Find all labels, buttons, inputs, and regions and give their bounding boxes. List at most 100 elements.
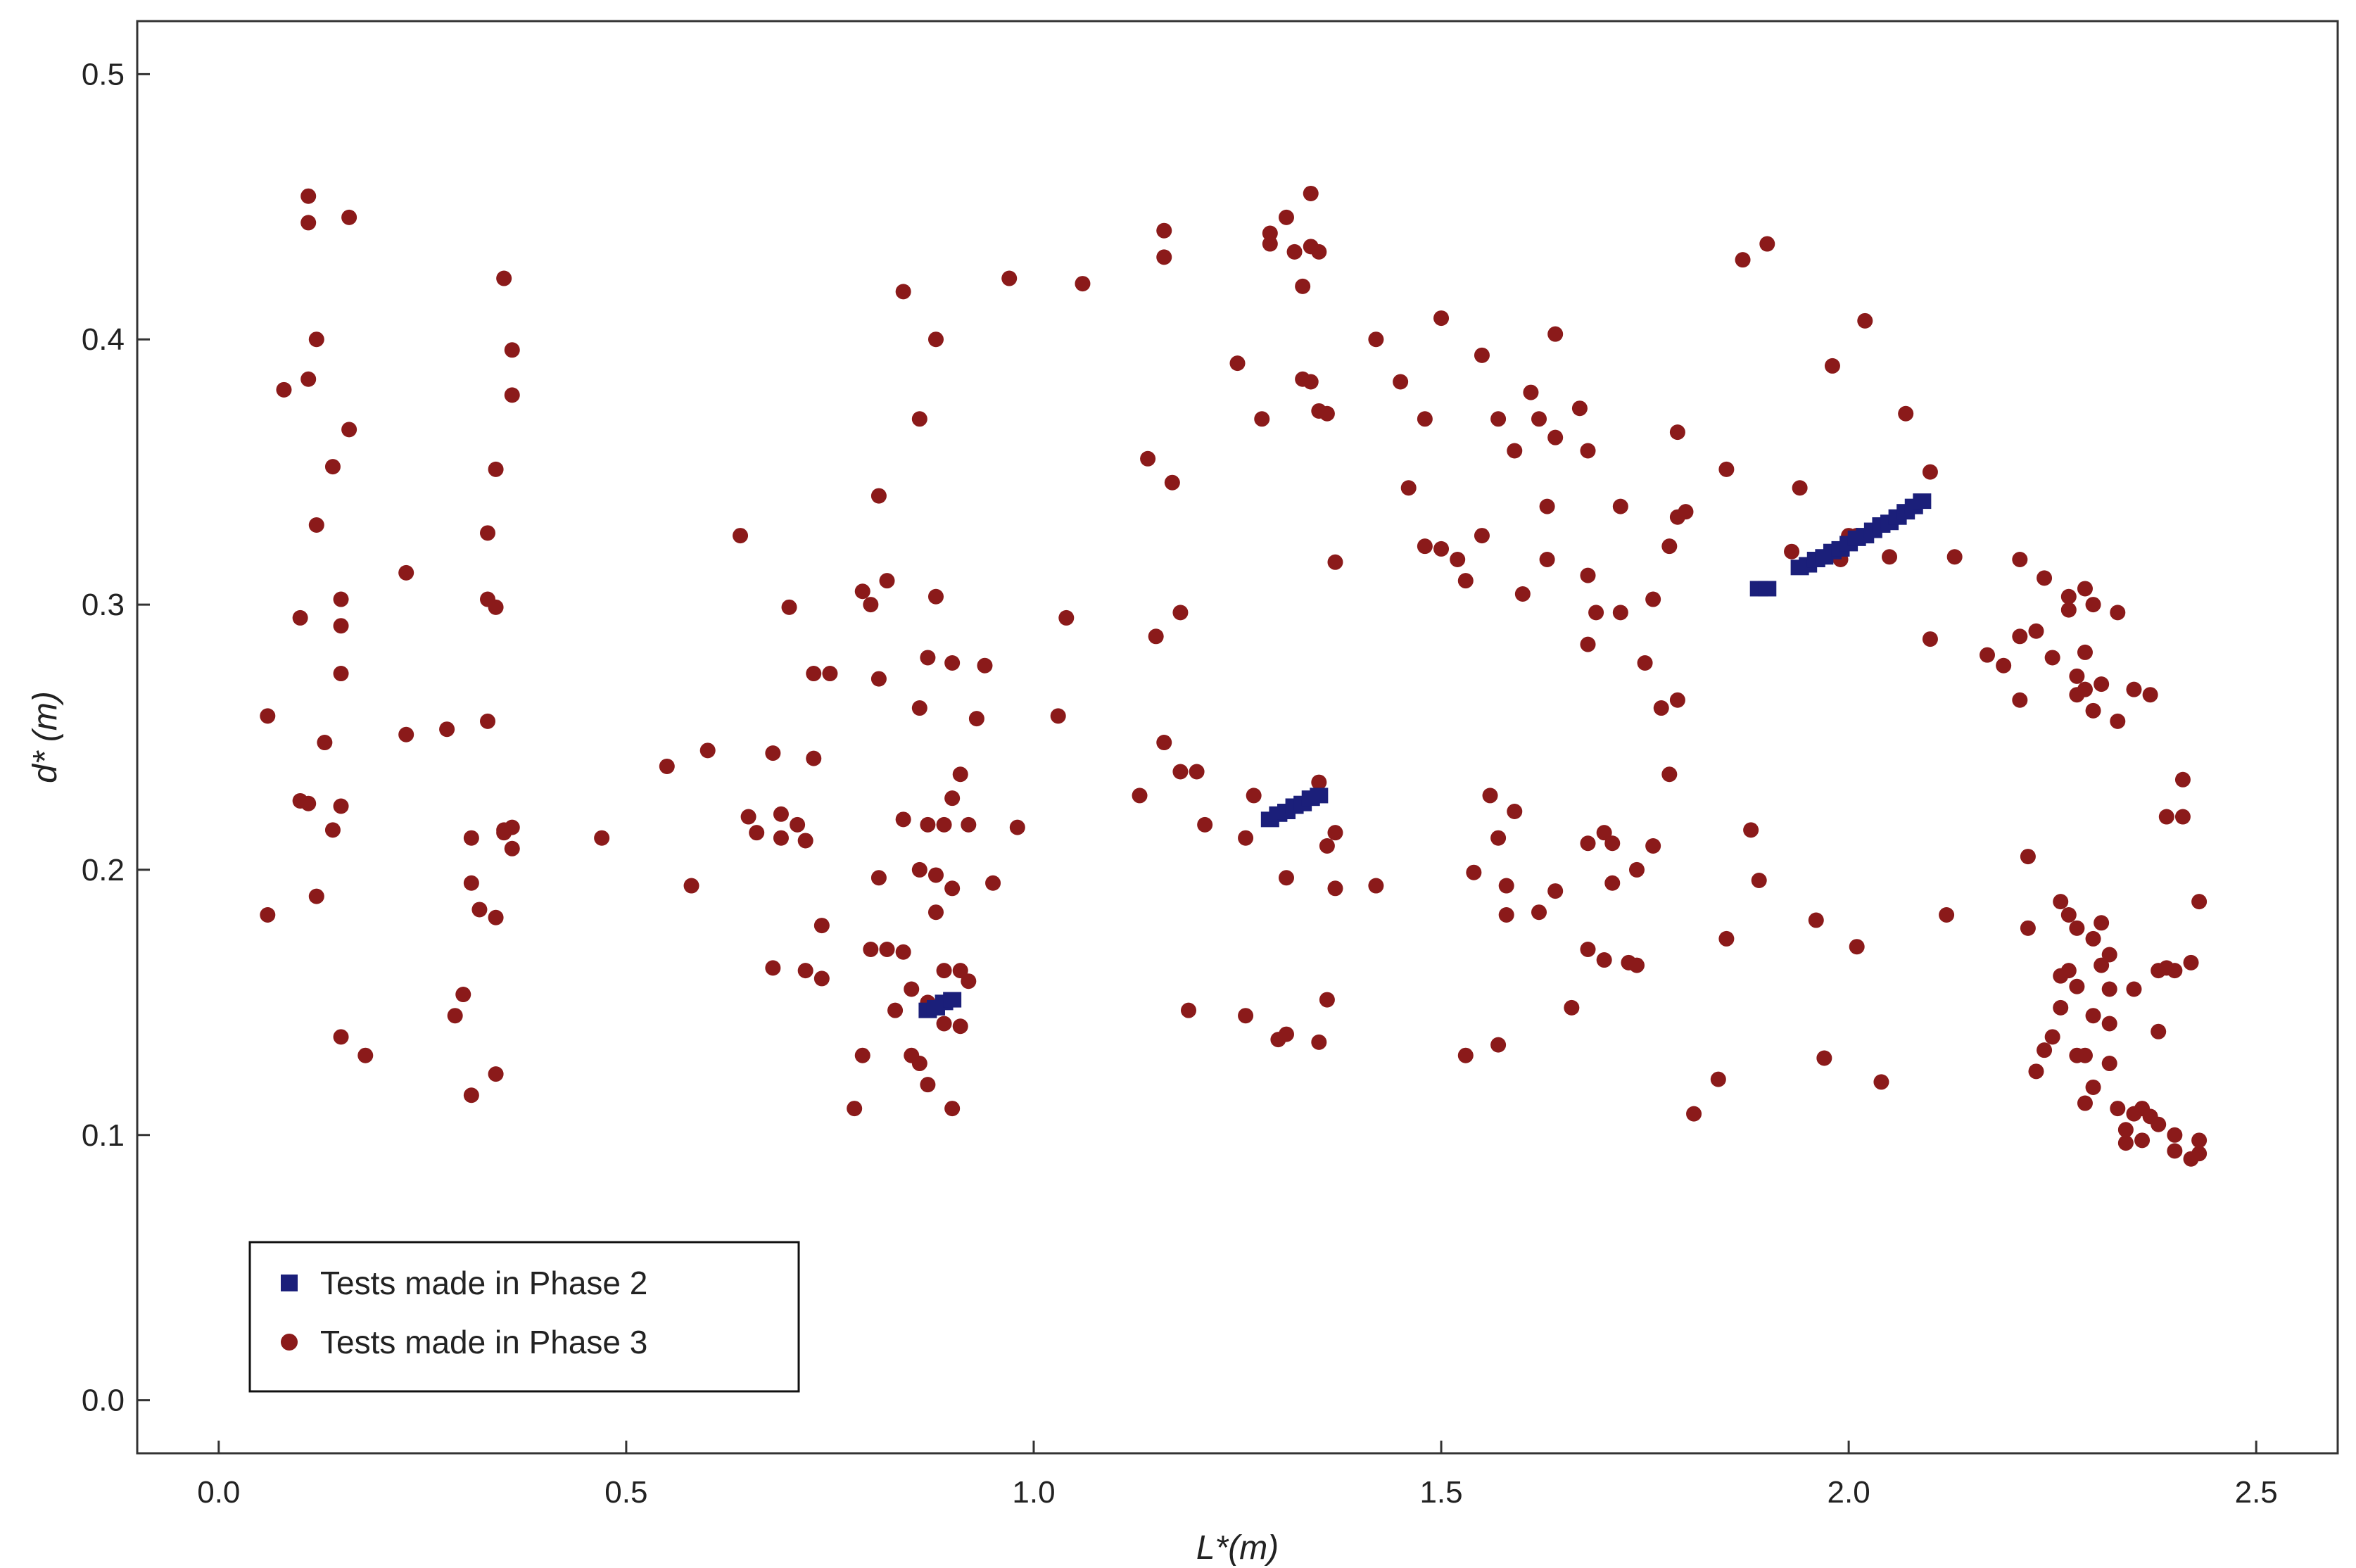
- phase-3-point: [1490, 1037, 1507, 1053]
- x-tick-label: 2.5: [2235, 1475, 2278, 1510]
- phase-3-point: [1181, 1002, 1197, 1018]
- x-tick-label: 0.5: [604, 1475, 647, 1510]
- phase-3-point: [1996, 657, 2012, 674]
- phase-3-point: [333, 1029, 349, 1045]
- phase-3-point: [1751, 873, 1767, 888]
- phase-3-point: [2167, 1127, 2183, 1143]
- phase-3-point: [806, 750, 822, 766]
- phase-3-point: [895, 944, 911, 960]
- phase-3-point: [1498, 878, 1514, 894]
- phase-3-point: [911, 700, 927, 716]
- phase-3-point: [1303, 185, 1319, 201]
- phase-3-point: [2151, 1116, 2167, 1132]
- legend-box: [248, 1241, 800, 1393]
- phase-3-point: [1368, 878, 1384, 894]
- phase-3-point: [2094, 676, 2110, 693]
- phase-3-point: [944, 880, 961, 897]
- phase-3-point: [480, 525, 496, 541]
- phase-3-point: [2134, 1132, 2151, 1149]
- phase-3-point: [2117, 1135, 2134, 1151]
- phase-3-point: [333, 591, 349, 607]
- phase-3-point: [1898, 405, 1914, 422]
- phase-3-point: [292, 609, 308, 626]
- phase-3-point: [1466, 864, 1482, 880]
- phase-3-point: [1824, 358, 1840, 374]
- phase-3-point: [1254, 411, 1270, 427]
- phase-3-point: [2117, 1122, 2134, 1138]
- phase-3-point: [1311, 244, 1327, 260]
- phase-3-point: [936, 963, 952, 979]
- phase-3-point: [488, 1066, 504, 1082]
- phase-3-point: [927, 867, 944, 883]
- phase-3-point: [1637, 655, 1653, 671]
- phase-3-point: [2142, 687, 2158, 703]
- phase-3-point: [1278, 1026, 1294, 1042]
- phase-3-point: [1262, 225, 1278, 241]
- phase-3-point: [1001, 270, 1018, 286]
- phase-3-point: [1882, 549, 1898, 565]
- phase-3-point: [1457, 573, 1474, 589]
- phase-3-point: [1596, 952, 1612, 968]
- phase-3-point: [2037, 570, 2053, 586]
- phase-3-point: [1311, 774, 1327, 790]
- phase-3-point: [870, 671, 887, 687]
- phase-3-point: [1759, 236, 1775, 252]
- phase-3-point: [813, 918, 830, 934]
- phase-3-point: [300, 215, 317, 231]
- phase-3-point: [1661, 538, 1678, 555]
- phase-3-point: [1669, 424, 1685, 441]
- phase-3-point: [797, 833, 813, 849]
- phase-3-point: [1368, 331, 1384, 348]
- y-tick-label: 0.4: [82, 322, 125, 357]
- phase-3-point: [1531, 411, 1547, 427]
- phase-3-point: [2101, 1056, 2117, 1072]
- phase-3-point: [790, 816, 806, 833]
- y-tick-label: 0.1: [82, 1118, 125, 1153]
- phase-3-point: [2183, 954, 2199, 970]
- phase-3-point: [324, 459, 341, 475]
- phase-3-point: [1075, 276, 1091, 292]
- phase-3-point: [813, 970, 830, 987]
- phase-3-point: [341, 422, 357, 438]
- phase-3-point: [1564, 999, 1580, 1016]
- y-axis-ticks: 0.0 0.1 0.2 0.3 0.4 0.5: [82, 57, 150, 1418]
- phase-3-point: [1474, 528, 1490, 544]
- phase-3-point: [1172, 764, 1189, 780]
- phase-3-point: [1319, 992, 1335, 1008]
- phase-3-point: [847, 1101, 863, 1117]
- phase-3-point: [1507, 443, 1523, 459]
- phase-3-point: [2101, 947, 2117, 963]
- phase-3-point: [2069, 668, 2085, 684]
- phase-3-point: [2060, 963, 2077, 979]
- phase-3-point: [863, 597, 879, 613]
- phase-3-point: [952, 1018, 968, 1035]
- phase-3-point: [1433, 310, 1450, 327]
- phase-3-point: [1653, 700, 1669, 716]
- phase-3-point: [1393, 374, 1409, 390]
- phase-3-point: [2110, 713, 2126, 729]
- phase-3-point: [1433, 540, 1450, 557]
- phase-3-point: [1539, 552, 1555, 568]
- phase-3-point: [1612, 605, 1628, 621]
- phase-3-point: [1498, 906, 1514, 923]
- phase-3-point: [2077, 644, 2093, 660]
- phase-3-point: [1628, 957, 1645, 973]
- phase-3-point: [806, 666, 822, 682]
- phase-3-point: [1197, 816, 1213, 833]
- phase-2-point: [1310, 788, 1329, 804]
- phase-3-point: [1450, 552, 1466, 568]
- phase-3-point: [2126, 681, 2142, 697]
- phase-3-point: [2085, 930, 2101, 947]
- phase-3-point: [2069, 978, 2085, 994]
- phase-3-point: [733, 528, 749, 544]
- phase-3-point: [594, 830, 610, 846]
- phase-3-point: [2174, 771, 2191, 788]
- phase-3-point: [936, 1016, 952, 1032]
- phase-3-point: [773, 806, 789, 822]
- y-tick-label: 0.0: [82, 1384, 125, 1418]
- phase-3-point: [911, 1056, 927, 1072]
- phase-3-point: [1417, 411, 1433, 427]
- phase-3-point: [1286, 244, 1303, 260]
- phase-3-point: [1792, 480, 1808, 496]
